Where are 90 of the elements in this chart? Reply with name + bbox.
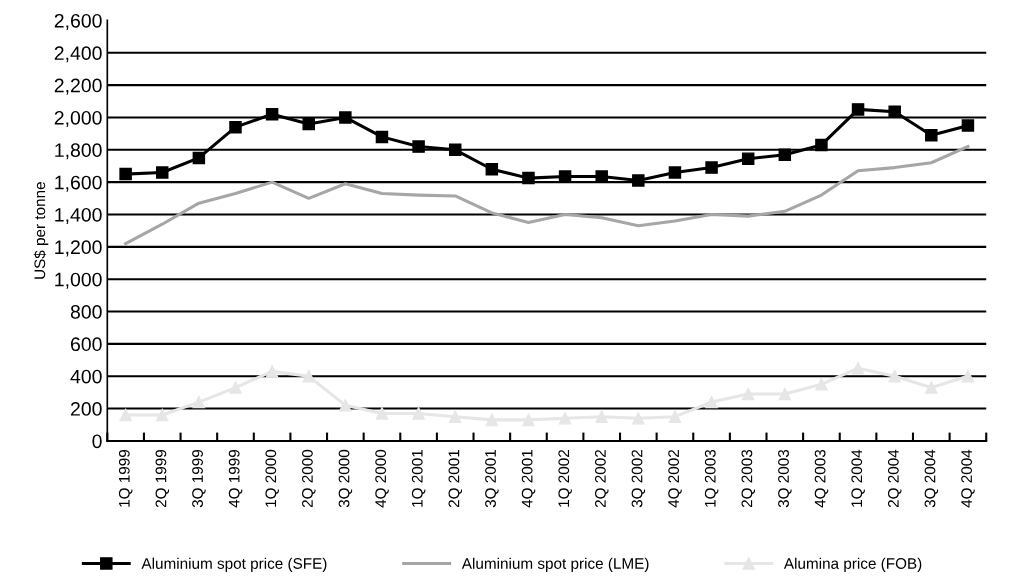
x-tick-label: 3Q 2003 (778, 449, 792, 508)
x-tick-label: 2Q 1999 (155, 449, 170, 508)
y-tick-label: 200 (70, 402, 102, 416)
point (339, 111, 352, 124)
y-tick-label: 1,400 (55, 207, 102, 225)
x-tick-label: 4Q 2002 (668, 450, 682, 508)
point (851, 103, 865, 116)
x-tick-label: 3Q 1999 (192, 449, 206, 508)
point (668, 166, 682, 179)
point (632, 412, 645, 425)
point (229, 120, 242, 134)
point (339, 399, 352, 412)
x-tick-label: 4Q 2000 (375, 449, 389, 508)
point (815, 138, 828, 152)
point (705, 161, 718, 174)
x-tick-label: 2Q 2000 (302, 449, 316, 508)
point (265, 107, 279, 121)
y-tick-label: 1,600 (55, 175, 102, 192)
x-tick-label: 1Q 2003 (704, 449, 719, 507)
point (485, 413, 499, 427)
legend-label: Aluminium spot price (SFE) (141, 557, 327, 572)
point (375, 130, 389, 144)
point (155, 166, 169, 179)
y-tick-label: 1,800 (55, 143, 102, 160)
y-tick-label: 0 (92, 434, 102, 449)
point (851, 361, 865, 375)
point (375, 407, 389, 420)
x-tick-label: 4Q 1999 (228, 449, 243, 508)
point (888, 105, 901, 119)
point (119, 408, 132, 422)
point (925, 381, 938, 394)
point (448, 410, 462, 423)
point (925, 129, 938, 142)
x-tick-label: 4Q 2004 (961, 449, 975, 508)
y-tick-label: 2,000 (54, 110, 102, 128)
point (522, 171, 535, 185)
point (522, 413, 535, 427)
point (448, 143, 462, 157)
y-tick-label: 400 (70, 369, 102, 384)
x-tick-label: 1Q 2002 (558, 450, 572, 507)
x-tick-label: 1Q 2000 (265, 449, 279, 507)
point (229, 381, 242, 394)
x-tick-label: 3Q 2002 (631, 450, 646, 508)
y-tick-label: 2,200 (54, 78, 102, 95)
y-tick-label: 600 (71, 337, 102, 352)
point (302, 117, 315, 131)
point (961, 369, 975, 383)
legend-label: Aluminium spot price (LME) (461, 557, 649, 572)
x-tick-label: 4Q 2001 (521, 449, 536, 508)
line-series (124, 145, 970, 246)
point (485, 162, 499, 176)
point (741, 152, 755, 165)
x-tick-label: 2Q 2003 (741, 449, 756, 508)
x-tick-label: 3Q 2001 (485, 449, 499, 508)
point (412, 407, 425, 420)
y-tick-label: 2,600 (54, 13, 102, 30)
point (705, 395, 718, 409)
legend-label: Alumina price (FOB) (783, 557, 922, 572)
y-tick-label: 800 (70, 305, 102, 319)
point (888, 369, 901, 383)
point (265, 365, 279, 378)
point (741, 387, 755, 401)
point (155, 408, 169, 422)
y-axis-title: US$ per tonne (33, 182, 49, 279)
point (119, 167, 132, 181)
point (302, 369, 315, 383)
y-tick-label: 1,200 (55, 240, 102, 257)
x-tick-label: 3Q 2004 (924, 449, 939, 508)
point (192, 395, 206, 409)
point (595, 410, 608, 423)
point (815, 378, 828, 391)
point (632, 174, 645, 187)
x-tick-label: 2Q 2001 (448, 449, 463, 508)
x-tick-label: 1Q 2001 (411, 449, 426, 507)
point (668, 410, 682, 423)
x-tick-label: 4Q 2003 (814, 449, 829, 508)
y-tick-label: 1,000 (55, 272, 102, 289)
point (558, 412, 572, 425)
y-tick-label: 2,400 (54, 46, 102, 63)
x-tick-label: 3Q 2000 (338, 449, 353, 508)
x-tick-label: 2Q 2002 (594, 450, 609, 508)
point (778, 387, 792, 401)
x-tick-label: 1Q 2004 (851, 449, 865, 507)
x-tick-label: 2Q 2004 (887, 449, 902, 508)
point (412, 140, 425, 153)
point (558, 170, 572, 183)
point (778, 148, 792, 161)
x-tick-label: 1Q 1999 (118, 449, 133, 507)
point (192, 151, 206, 165)
point (961, 119, 975, 132)
